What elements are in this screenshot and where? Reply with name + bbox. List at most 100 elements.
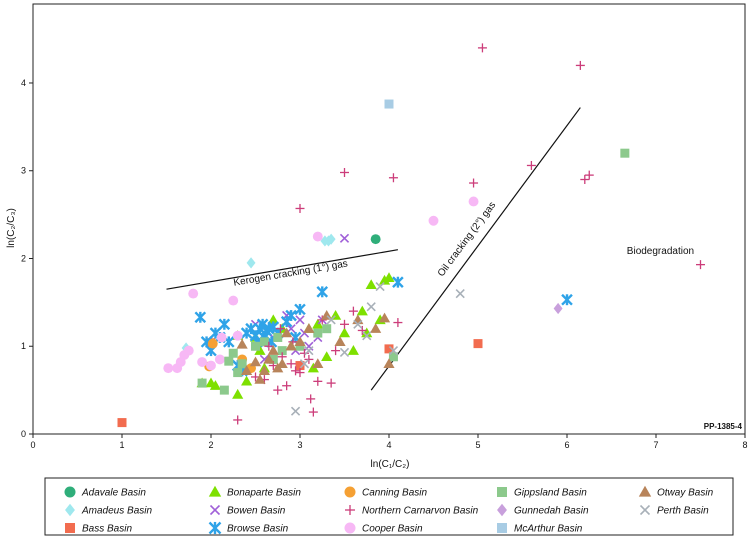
data-point [295, 361, 305, 371]
x-tick-label: 3 [297, 440, 302, 450]
legend-label: Northern Carnarvon Basin [362, 506, 479, 517]
data-point [232, 388, 244, 399]
data-point [339, 347, 350, 358]
data-point [580, 175, 590, 185]
data-point [316, 286, 329, 298]
data-point [228, 295, 239, 306]
data-point [299, 359, 310, 369]
legend-item: Bass Basin [65, 523, 132, 535]
data-point [334, 336, 346, 347]
legend-item: Canning Basin [344, 486, 427, 499]
legend-label: Gippsland Basin [514, 488, 587, 499]
data-point [275, 324, 285, 334]
data-point [183, 345, 194, 356]
annotation: Oil cracking (2°) gas [436, 200, 498, 279]
legend-label: Otway Basin [657, 488, 714, 499]
data-point [273, 385, 283, 395]
legend-marker [344, 522, 356, 534]
data-point [218, 318, 231, 331]
legend-marker [65, 503, 75, 517]
y-tick-label: 3 [21, 166, 26, 176]
data-point [285, 340, 297, 351]
data-point [375, 281, 385, 292]
data-point [352, 314, 364, 325]
legend-item: Bowen Basin [209, 504, 286, 517]
legend-marker [209, 504, 221, 516]
data-point [553, 302, 563, 315]
legend: Adavale Basin Bonaparte Basin Canning Basi… [44, 477, 734, 536]
data-point [228, 348, 238, 358]
data-point [620, 148, 630, 158]
data-point [313, 328, 323, 338]
legend-label: Cooper Basin [362, 524, 423, 535]
legend-label: McArthur Basin [514, 524, 583, 535]
data-point [267, 314, 279, 325]
data-point [384, 99, 394, 109]
data-point [237, 359, 247, 369]
data-point [263, 353, 275, 364]
data-point [584, 170, 594, 180]
series-mcarthur-basin [384, 99, 394, 109]
data-point [286, 359, 296, 369]
data-point [455, 288, 465, 299]
legend-marker [638, 485, 652, 497]
data-point [264, 341, 274, 351]
data-point [294, 303, 306, 316]
legend-item: Amadeus Basin [65, 503, 152, 517]
legend-marker [497, 503, 507, 517]
data-point [388, 173, 398, 183]
data-point [233, 368, 243, 378]
series-northern-carnarvon-basin [233, 43, 705, 425]
y-tick-label: 0 [21, 429, 26, 439]
data-point [268, 354, 278, 364]
legend-label: Bass Basin [82, 524, 132, 535]
data-point [254, 374, 266, 384]
data-point [469, 178, 479, 188]
legend-item: Northern Carnarvon Basin [345, 505, 479, 517]
legend-item: Gunnedah Basin [497, 503, 589, 517]
data-point [232, 330, 243, 341]
data-point [303, 323, 315, 333]
data-point [281, 327, 293, 338]
data-point [188, 288, 199, 299]
data-point [575, 60, 585, 70]
legend-item: McArthur Basin [497, 523, 583, 535]
data-point [312, 231, 323, 242]
data-point [383, 358, 395, 368]
data-point [216, 332, 227, 343]
data-point [308, 407, 318, 417]
series-amadeus-basin [181, 233, 336, 354]
data-point [696, 260, 705, 270]
legend-marker [208, 521, 222, 535]
data-point [209, 380, 222, 390]
legend-label: Bonaparte Basin [227, 488, 301, 499]
data-point [378, 312, 391, 323]
data-point [331, 346, 341, 356]
data-point [370, 234, 381, 245]
legend-marker [497, 487, 507, 497]
legend-label: Browse Basin [227, 524, 289, 535]
data-point [326, 378, 336, 388]
legend-item: Otway Basin [638, 485, 714, 499]
data-point [236, 338, 248, 349]
data-point [233, 415, 243, 425]
data-point [295, 315, 305, 325]
series-perth-basin [290, 281, 465, 416]
legend-marker [208, 485, 222, 497]
data-point [282, 381, 292, 391]
legend-marker [345, 505, 355, 515]
data-point [219, 385, 229, 395]
legend-item: Browse Basin [208, 521, 289, 535]
data-point [194, 311, 207, 324]
annotation: Biodegradation [627, 246, 694, 257]
data-point [326, 315, 336, 325]
data-point [468, 196, 479, 207]
data-point [357, 325, 367, 335]
legend-label: Perth Basin [657, 506, 709, 517]
data-point [251, 341, 260, 351]
data-point [347, 345, 359, 355]
data-point [383, 272, 395, 282]
y-tick-label: 1 [21, 341, 26, 351]
